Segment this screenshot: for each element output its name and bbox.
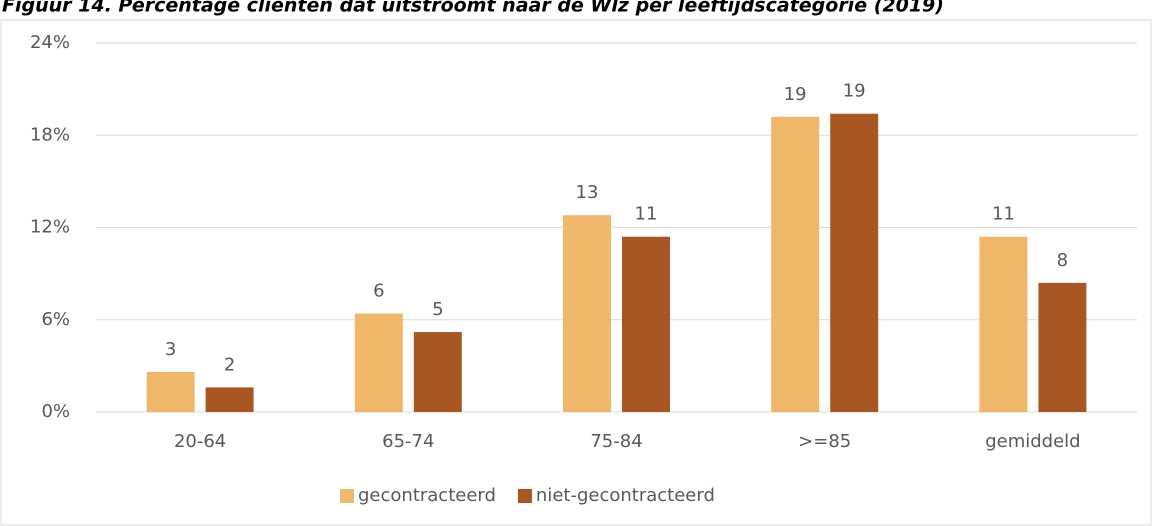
bar [413, 332, 462, 412]
y-tick-label: 18% [30, 124, 70, 145]
bar [771, 116, 820, 413]
y-tick-label: 24% [30, 32, 70, 53]
bar [1038, 282, 1087, 412]
bar [563, 215, 611, 412]
bar [354, 313, 403, 412]
data-label: 11 [635, 204, 658, 225]
legend-swatch [340, 489, 354, 503]
legend-label: gecontracteerd [358, 485, 496, 506]
y-tick-label: 12% [30, 217, 70, 238]
x-tick-label: 65-74 [382, 431, 434, 452]
data-label: 19 [784, 84, 807, 105]
x-tick-label: gemiddeld [985, 431, 1080, 452]
legend-swatch [517, 489, 532, 503]
bar [146, 372, 195, 412]
data-label: 19 [843, 81, 866, 102]
data-label: 5 [432, 299, 443, 320]
chart-border [0, 19, 1152, 526]
bar [830, 113, 879, 412]
data-label: 11 [992, 204, 1015, 225]
data-label: 2 [224, 354, 235, 375]
data-label: 6 [373, 281, 384, 302]
data-label: 3 [165, 339, 176, 360]
x-tick-label: 20-64 [174, 431, 226, 452]
y-tick-label: 0% [41, 401, 70, 422]
legend-label: niet-gecontracteerd [536, 485, 715, 506]
bar [979, 236, 1028, 412]
x-tick-label: 75-84 [590, 431, 642, 452]
data-label: 13 [576, 182, 599, 203]
data-label: 8 [1057, 250, 1068, 271]
bar [205, 387, 254, 412]
x-tick-label: >=85 [798, 431, 851, 452]
bar [622, 236, 670, 412]
y-tick-label: 6% [41, 309, 70, 330]
chart-title: Figuur 14. Percentage cliënten dat uitst… [2, 0, 944, 17]
